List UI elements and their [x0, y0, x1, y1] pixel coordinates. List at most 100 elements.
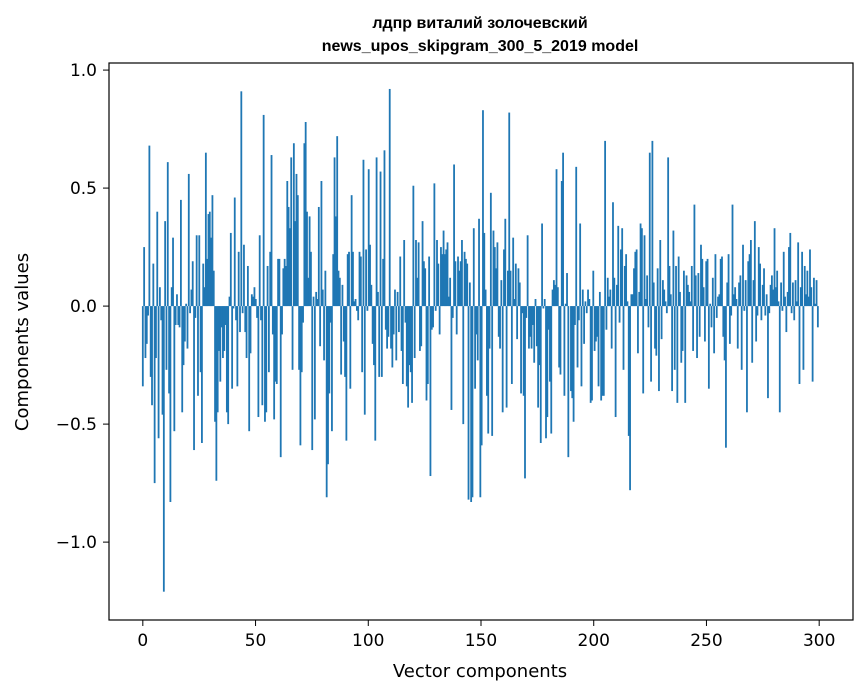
bar — [722, 306, 725, 337]
bar — [685, 275, 688, 307]
bar — [648, 152, 651, 307]
bar — [592, 270, 595, 307]
bar — [274, 306, 277, 382]
bar — [730, 306, 733, 316]
bar — [344, 306, 346, 377]
bar — [606, 277, 609, 307]
bar — [279, 306, 282, 458]
bar — [471, 306, 474, 498]
bar — [399, 256, 402, 307]
bar — [631, 294, 634, 307]
bar — [525, 306, 528, 318]
bar — [509, 270, 512, 307]
bar — [296, 195, 299, 307]
bar — [405, 306, 408, 387]
bar — [277, 258, 279, 307]
bar — [501, 306, 504, 413]
bar — [386, 306, 388, 349]
bar — [340, 306, 343, 375]
bar — [143, 247, 146, 307]
bar — [378, 306, 381, 377]
bar — [317, 206, 320, 307]
bar — [747, 261, 750, 307]
bar — [283, 258, 286, 307]
bar — [295, 173, 298, 307]
bar — [214, 306, 216, 422]
bar — [714, 254, 717, 307]
bar — [379, 171, 382, 307]
bar — [161, 306, 164, 415]
x-tick-label: 300 — [803, 631, 835, 651]
bar — [334, 216, 337, 307]
bar — [658, 306, 660, 392]
bar — [570, 306, 572, 392]
bar — [776, 270, 779, 307]
bar — [700, 244, 702, 307]
bar — [558, 306, 561, 368]
bar — [324, 270, 327, 307]
bar — [480, 306, 483, 446]
bar — [157, 306, 160, 439]
bar — [660, 306, 663, 340]
bar — [815, 280, 818, 307]
bar — [358, 251, 361, 307]
bar — [786, 291, 789, 307]
bar — [206, 258, 209, 307]
bar — [363, 306, 366, 415]
bar — [155, 306, 157, 359]
bar — [491, 306, 494, 436]
bar — [256, 306, 258, 318]
bar — [153, 306, 156, 484]
bar — [325, 306, 328, 498]
bar — [181, 306, 184, 413]
bar — [417, 242, 420, 307]
bar — [684, 306, 687, 403]
bar — [668, 265, 671, 307]
x-tick-label: 200 — [578, 631, 610, 651]
bar — [250, 294, 253, 307]
bar — [437, 263, 440, 307]
bar — [447, 296, 450, 307]
bar — [524, 306, 526, 479]
bar — [761, 284, 764, 307]
bar — [522, 306, 525, 396]
bar — [384, 306, 387, 330]
bar — [178, 306, 181, 328]
bar — [647, 306, 650, 328]
bar — [665, 306, 668, 314]
bar — [329, 306, 332, 323]
bar — [765, 294, 768, 307]
bar — [591, 306, 593, 401]
bar — [571, 306, 574, 399]
bar — [383, 150, 386, 307]
bar — [346, 254, 349, 307]
bar — [643, 235, 646, 307]
bar — [391, 306, 394, 368]
bar — [646, 275, 649, 307]
bar — [794, 280, 797, 307]
bar — [673, 306, 676, 370]
bar — [692, 306, 695, 351]
bar — [694, 275, 697, 307]
x-tick-label: 150 — [465, 631, 497, 651]
bar — [744, 280, 747, 307]
bar — [451, 306, 454, 318]
bar — [254, 299, 257, 307]
bar — [788, 247, 790, 307]
bar — [600, 306, 603, 401]
bar — [434, 306, 437, 311]
bar — [289, 228, 291, 307]
bar — [689, 301, 692, 307]
bar — [562, 152, 564, 307]
bar — [739, 275, 742, 307]
bar — [529, 306, 532, 337]
bar — [497, 306, 500, 337]
bar — [773, 228, 776, 307]
y-tick-label: −1.0 — [56, 533, 97, 553]
plot-frame — [108, 62, 854, 621]
bar — [207, 214, 210, 307]
bar — [169, 306, 172, 502]
bar — [266, 265, 269, 307]
bar — [377, 291, 379, 307]
bar — [271, 306, 274, 335]
